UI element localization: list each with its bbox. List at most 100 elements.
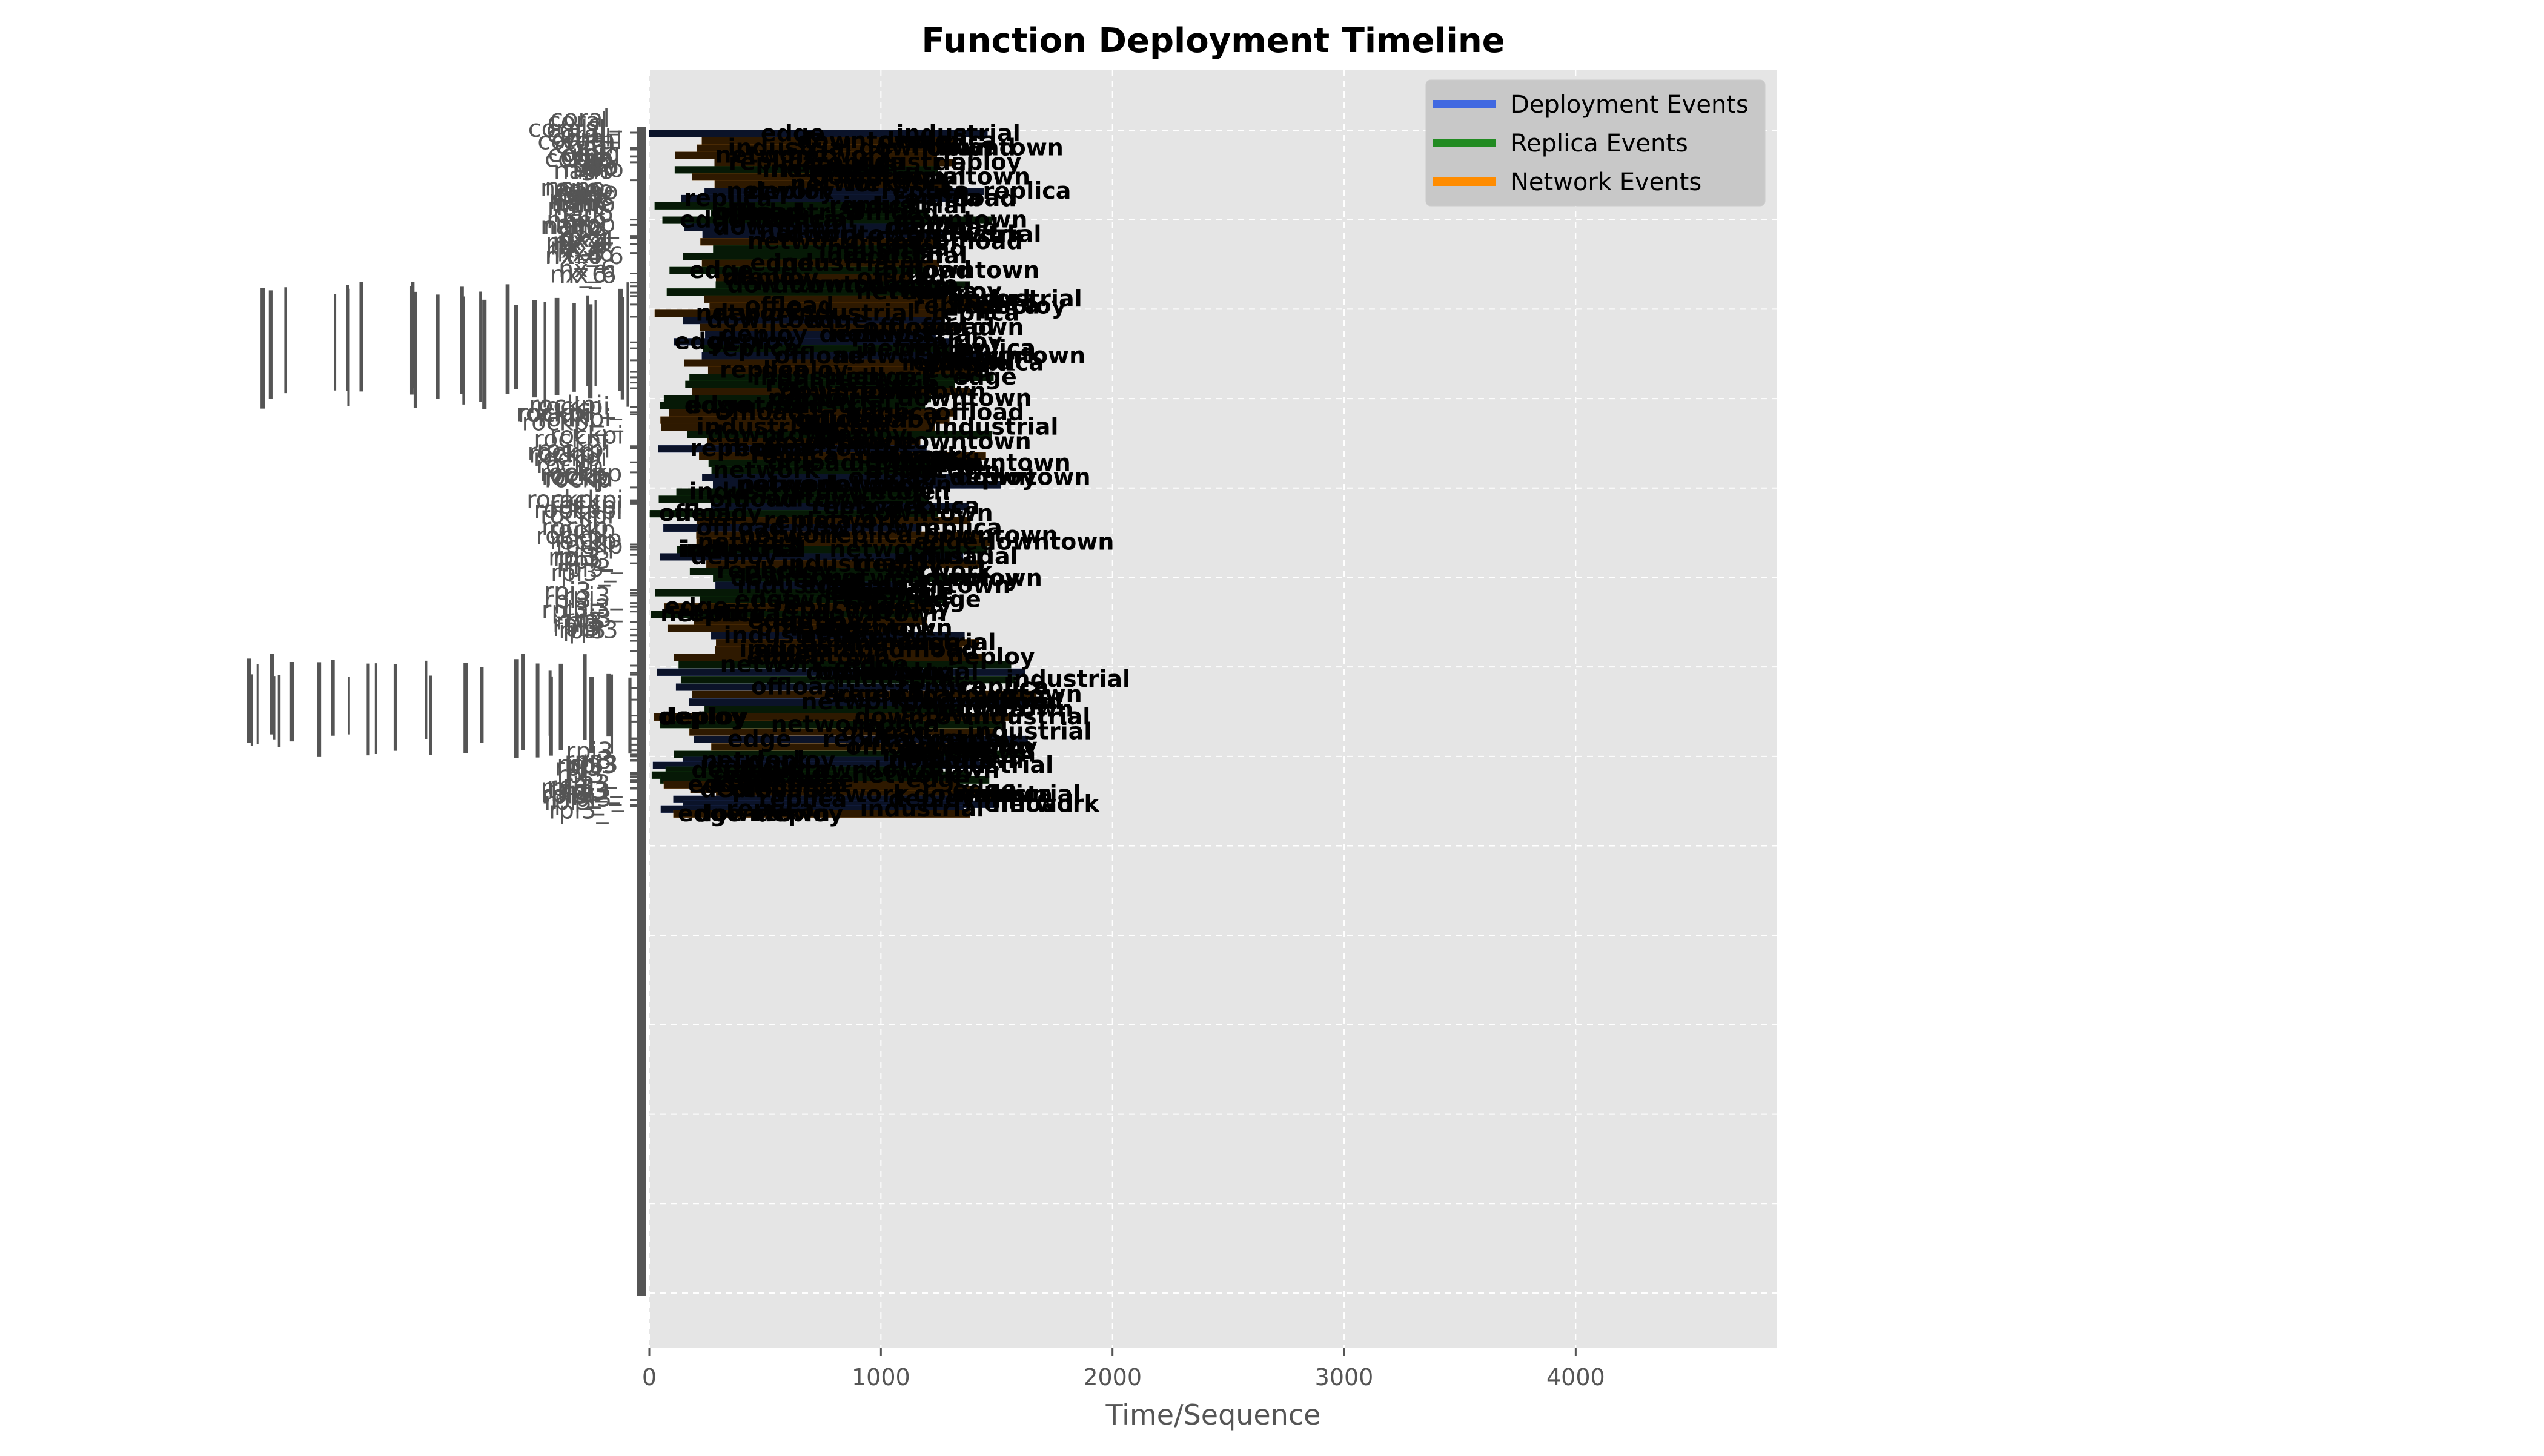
- event-bar-overlay: [692, 173, 929, 181]
- y-tick-label: nano: [543, 213, 604, 240]
- event-label: replica: [936, 696, 1025, 723]
- event-label: downtown: [797, 127, 931, 154]
- event-label: network: [823, 492, 930, 519]
- event-label: downtown: [866, 457, 1001, 483]
- event-label: industrial: [724, 621, 849, 648]
- y-tick-label: nx_4: [550, 233, 607, 260]
- event-bar-overlay: [673, 810, 970, 818]
- event-label: downtown: [929, 134, 1064, 161]
- y-tick-label: rockp: [542, 514, 609, 541]
- event-bar-overlay: [654, 309, 944, 317]
- event-label: deploy: [700, 776, 787, 802]
- event-label: network: [916, 220, 1023, 247]
- y-tick-label: nx_4: [557, 227, 614, 255]
- event-label: replica: [729, 148, 817, 175]
- y-tick-label: rockpi: [526, 486, 600, 514]
- event-label: deploy: [948, 643, 1035, 670]
- event-bar-overlay: [700, 323, 967, 331]
- y-tick-label: rockpi: [527, 438, 601, 466]
- y-tick-label: nano: [546, 207, 607, 234]
- event-label: replica: [781, 156, 870, 182]
- y-tick-label: rpi3: [555, 607, 603, 635]
- event-bar-overlay: [711, 632, 965, 640]
- event-bar-overlay: [660, 721, 1004, 729]
- event-label: offload: [891, 449, 980, 476]
- event-bar-overlay: [711, 466, 935, 474]
- event-label: replica: [893, 185, 981, 211]
- event-label: edge: [875, 371, 939, 397]
- event-label: replica: [836, 681, 925, 707]
- y-tick-label: nx_: [563, 208, 605, 236]
- event-label: deploy: [950, 733, 1038, 759]
- event-bar-overlay: [715, 281, 970, 289]
- event-label: deploy: [747, 177, 835, 204]
- event-label: deploy: [979, 293, 1066, 319]
- event-label: replica: [760, 771, 848, 798]
- event-bar-overlay: [667, 624, 907, 632]
- event-label: deploy: [800, 414, 887, 440]
- y-tick-label: rpi3_: [542, 597, 601, 624]
- event-bar-overlay: [715, 646, 963, 654]
- event-bar-overlay: [708, 459, 955, 467]
- event-label: offload: [751, 673, 840, 700]
- event-label: deploy: [748, 747, 835, 773]
- y-tick-label: rockpi_: [518, 400, 605, 428]
- event-label: replica: [720, 356, 808, 383]
- y-tick-label: rpi3_: [544, 578, 604, 606]
- event-label: downtown: [730, 564, 865, 591]
- y-tick-label: rockpi_: [516, 400, 603, 428]
- y-tick-label: rpi3_: [540, 774, 600, 802]
- event-label: replica: [717, 557, 805, 584]
- event-label: deploy: [720, 321, 807, 348]
- event-bar-overlay: [674, 338, 952, 346]
- event-bar-overlay: [654, 202, 909, 210]
- event-label: replica: [960, 673, 1048, 700]
- event-label: downtown: [890, 747, 1024, 773]
- event-label: deploy: [933, 564, 1021, 591]
- event-label: industrial: [934, 414, 1059, 440]
- event-label: replica: [711, 335, 800, 362]
- event-bar-overlay: [654, 713, 1013, 721]
- y-tick-label: glo: [582, 153, 619, 180]
- event-label: replica: [750, 207, 838, 233]
- event-label: deploy: [950, 464, 1037, 491]
- event-bar-overlay: [684, 223, 911, 231]
- y-tick-label: rpi3: [569, 752, 617, 779]
- event-label: offload: [659, 500, 748, 526]
- event-bar-overlay: [677, 546, 988, 554]
- event-label: deploy: [887, 213, 974, 240]
- event-label: offload: [848, 464, 937, 491]
- event-label: downtown: [852, 377, 986, 404]
- event-label: network: [787, 142, 895, 168]
- y-tick-label: nano: [555, 191, 615, 219]
- event-label: offload: [696, 514, 785, 541]
- y-tick-label: nanc: [549, 187, 608, 215]
- event-label: network: [883, 741, 990, 767]
- event-bar-overlay: [701, 352, 989, 360]
- y-tick-label: coral_: [537, 128, 610, 156]
- event-bar-overlay: [683, 253, 924, 260]
- event-label: edge: [824, 681, 888, 707]
- event-label: edge: [789, 766, 853, 793]
- event-bar-overlay: [704, 706, 964, 713]
- event-label: edge: [853, 428, 917, 454]
- event-label: downtown: [849, 449, 983, 476]
- y-tick-label: rockp: [550, 528, 617, 555]
- event-label: industrial: [727, 134, 852, 161]
- event-label: replica: [897, 673, 985, 700]
- event-label: downtown: [806, 658, 940, 685]
- event-bar-overlay: [711, 209, 929, 217]
- event-label: industrial: [678, 536, 803, 563]
- event-label: network: [848, 170, 955, 197]
- event-bar-overlay: [713, 245, 926, 253]
- y-tick-label: nx_6: [559, 262, 616, 290]
- event-label: downtown: [923, 688, 1057, 715]
- event-label: replica: [850, 399, 938, 426]
- y-tick-label: nanc: [557, 182, 615, 210]
- y-tick-label: rockp: [545, 465, 612, 493]
- event-bar-overlay: [703, 345, 949, 353]
- event-label: deploy: [713, 761, 800, 788]
- event-label: deploy: [712, 299, 800, 326]
